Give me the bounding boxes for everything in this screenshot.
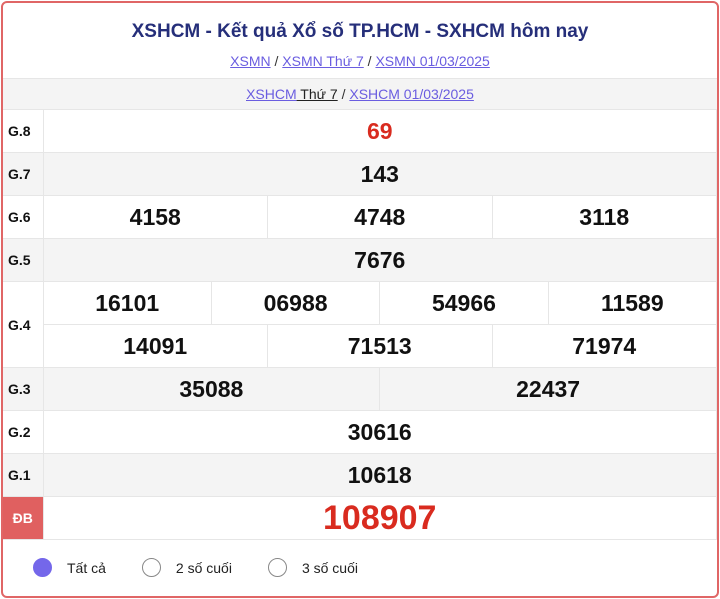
row-g6: G.6 4158 4748 3118	[3, 195, 717, 239]
prize-number: 71513	[267, 324, 493, 368]
radio-icon[interactable]	[267, 558, 287, 577]
row-g7: G.7 143	[3, 152, 717, 196]
row-g4b: 14091 71513 71974	[3, 324, 717, 368]
breadcrumb-xsmn[interactable]: XSMN	[230, 53, 271, 69]
breadcrumb-xsmn-date[interactable]: XSMN 01/03/2025	[375, 53, 490, 69]
breadcrumb-xshcm-thu7[interactable]: XSHCM Thứ 7	[246, 86, 338, 102]
prize-number: 69	[42, 109, 717, 153]
prize-number: 3118	[491, 195, 717, 239]
prize-number: 35088	[42, 367, 381, 411]
prize-label: G.6	[3, 195, 44, 239]
breadcrumb-xshcm-date[interactable]: XSHCM 01/03/2025	[349, 86, 474, 102]
filter-last-3[interactable]: 3 số cuối	[267, 558, 358, 577]
row-g2: G.2 30616	[3, 410, 717, 454]
radio-icon[interactable]	[141, 558, 161, 577]
row-g8: G.8 69	[3, 109, 717, 153]
prize-number: 4158	[42, 195, 268, 239]
filter-last-2[interactable]: 2 số cuối	[141, 558, 232, 577]
radio-selected-icon[interactable]	[33, 558, 52, 577]
prize-label: G.5	[3, 238, 44, 282]
prize-number: 7676	[42, 238, 717, 282]
prize-number: 22437	[379, 367, 717, 411]
row-g1: G.1 10618	[3, 453, 717, 497]
prize-label: ĐB	[3, 496, 44, 540]
xshcm-link[interactable]: XSHCM	[246, 86, 297, 102]
prize-label: G.2	[3, 410, 44, 454]
prize-number: 11589	[547, 281, 717, 325]
row-g3: G.3 35088 22437	[3, 367, 717, 411]
prize-label: G.7	[3, 152, 44, 196]
special-prize-number: 108907	[42, 496, 717, 540]
filter-label: 3 số cuối	[301, 559, 358, 576]
prize-number: 10618	[42, 453, 717, 497]
prize-number: 4748	[267, 195, 493, 239]
filter-label: 2 số cuối	[175, 559, 232, 576]
breadcrumb: XSMN / XSMN Thứ 7 / XSMN 01/03/2025	[230, 53, 490, 69]
prize-number: 143	[42, 152, 717, 196]
filter-label: Tất cả	[67, 559, 106, 576]
page-title: XSHCM - Kết quả Xổ số TP.HCM - SXHCM hôm…	[131, 21, 589, 42]
prize-label: G.4	[3, 281, 44, 368]
filter-all[interactable]: Tất cả	[33, 558, 106, 577]
row-g4: G.4 16101 06988 54966 11589	[3, 281, 717, 368]
prize-number: 14091	[42, 324, 268, 368]
prize-number: 30616	[42, 410, 717, 454]
digit-filter: Tất cả 2 số cuối 3 số cuối	[3, 540, 717, 577]
results-table: G.8 69 G.7 143 G.6 4158 4748 3118 G.5 7676 G.4…	[3, 109, 717, 540]
sub-breadcrumb: XSHCM Thứ 7 / XSHCM 01/03/2025	[3, 78, 717, 109]
prize-number: 06988	[210, 281, 381, 325]
prize-label: G.3	[3, 367, 44, 411]
prize-label: G.8	[3, 109, 44, 153]
row-g5: G.5 7676	[3, 238, 717, 282]
breadcrumb-xsmn-thu7[interactable]: XSMN Thứ 7	[282, 53, 364, 69]
weekday-text: Thứ 7	[296, 86, 338, 102]
prize-number: 54966	[379, 281, 549, 325]
row-db: ĐB 108907	[3, 496, 717, 540]
prize-number: 71974	[491, 324, 717, 368]
prize-number: 16101	[42, 281, 212, 325]
prize-label: G.1	[3, 453, 44, 497]
